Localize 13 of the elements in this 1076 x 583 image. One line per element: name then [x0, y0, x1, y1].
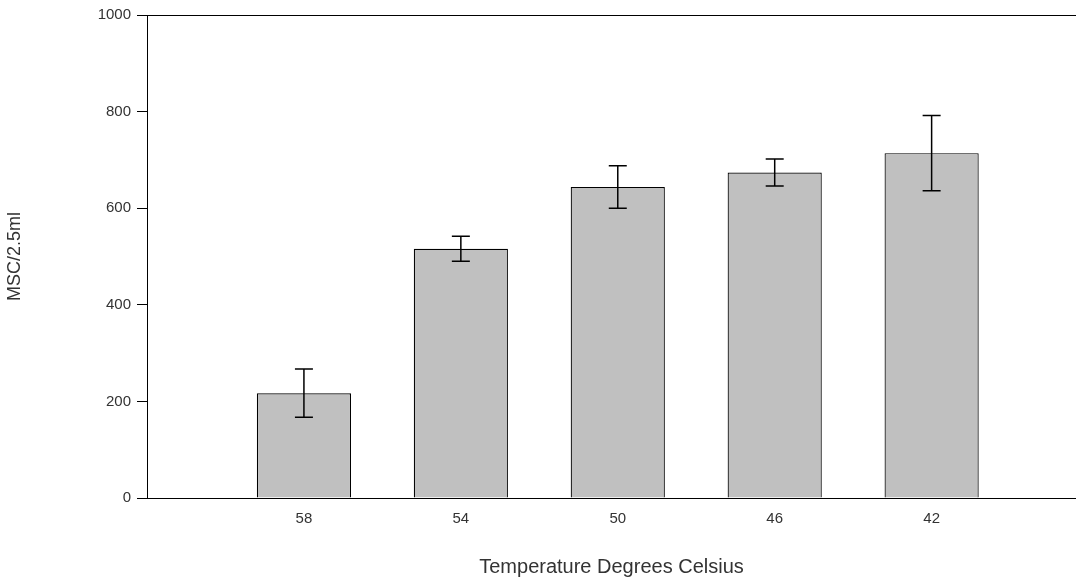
- y-tick-label: 400: [105, 294, 131, 312]
- x-tick-label: 42: [923, 509, 940, 527]
- x-axis-title: Temperature Degrees Celsius: [479, 554, 744, 577]
- y-tick-label: 1000: [97, 5, 131, 23]
- y-tick-label: 200: [105, 391, 131, 409]
- x-tick-label: 58: [295, 509, 313, 527]
- x-tick-label: 54: [452, 509, 470, 527]
- y-tick-label: 800: [105, 101, 131, 119]
- y-tick-label: 0: [122, 488, 131, 506]
- x-tick-label: 46: [766, 509, 784, 527]
- y-tick-label: 600: [105, 198, 131, 216]
- x-tick-label: 50: [609, 509, 627, 527]
- y-axis-title: MSC/2.5ml: [3, 211, 24, 302]
